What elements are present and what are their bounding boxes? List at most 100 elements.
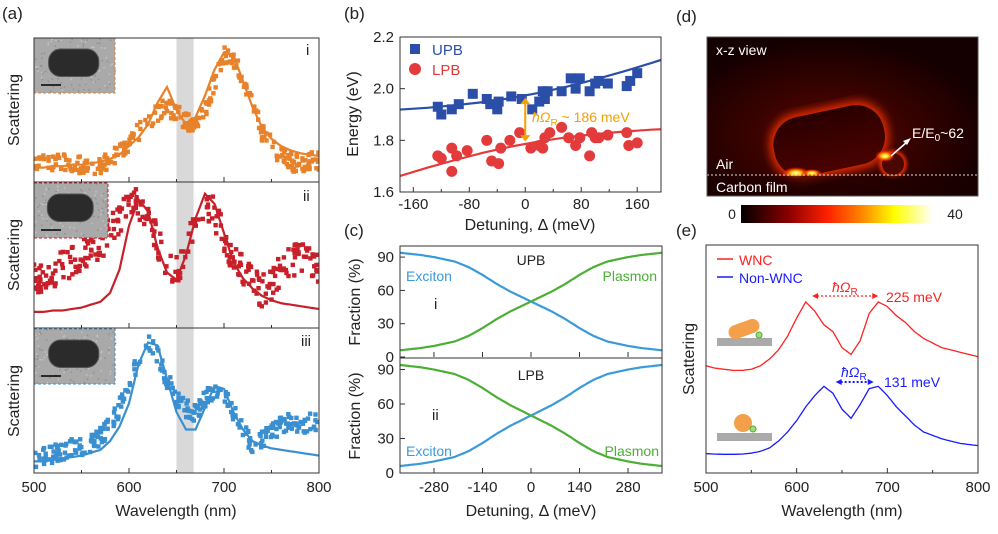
data-point <box>274 287 279 292</box>
data-point <box>59 442 64 447</box>
data-point <box>296 161 302 167</box>
data-point <box>140 214 145 220</box>
data-point <box>256 125 262 131</box>
image-noise <box>82 38 85 40</box>
data-point-upb <box>436 109 447 120</box>
data-point <box>160 98 165 103</box>
data-point <box>283 421 289 426</box>
data-point <box>91 239 96 245</box>
y-axis-label: Scattering <box>6 219 23 291</box>
data-point <box>274 434 280 439</box>
arrow-left-icon <box>812 293 819 299</box>
data-point <box>195 403 200 408</box>
data-point <box>39 155 44 160</box>
image-noise <box>81 190 83 192</box>
data-point <box>150 121 156 126</box>
image-noise <box>86 378 89 381</box>
image-noise <box>36 381 38 384</box>
data-point-upb <box>565 73 576 84</box>
data-point <box>174 399 179 405</box>
x-axis-label: Wavelength (nm) <box>115 503 236 520</box>
data-point <box>156 104 161 110</box>
data-point <box>186 249 191 254</box>
image-noise <box>96 337 99 339</box>
data-point <box>168 98 173 104</box>
image-noise <box>114 371 116 374</box>
image-noise <box>51 78 54 80</box>
data-point <box>184 124 189 130</box>
data-point <box>259 429 265 434</box>
image-noise <box>56 232 58 235</box>
data-point <box>173 269 178 275</box>
image-noise <box>95 197 97 200</box>
data-point <box>123 142 129 147</box>
subplot-label: ii <box>432 407 439 424</box>
data-point-lpb <box>495 142 507 154</box>
data-point-lpb <box>623 140 635 151</box>
data-point <box>106 226 111 232</box>
data-point <box>180 395 186 401</box>
image-noise <box>104 198 107 200</box>
image-noise <box>72 88 75 90</box>
data-point <box>235 422 241 427</box>
data-point <box>207 86 212 91</box>
image-noise <box>70 371 73 374</box>
x-axis-label: Wavelength (nm) <box>781 503 902 520</box>
data-point <box>194 405 200 411</box>
substrate <box>717 338 772 346</box>
x-tick-label: -160 <box>398 196 428 213</box>
data-point-lpb <box>621 127 633 139</box>
image-noise <box>58 40 60 42</box>
data-point <box>60 249 66 255</box>
panel-e-simulated-spectra: 500 600 700 800 WNC Non-WNC ħΩR 225 meV ħΩR… <box>681 244 991 520</box>
image-noise <box>42 183 44 185</box>
data-point <box>99 439 105 445</box>
subplot-label: i <box>434 296 437 313</box>
image-noise <box>99 38 102 40</box>
image-noise <box>76 368 78 370</box>
image-noise <box>35 231 37 233</box>
image-noise <box>63 335 66 337</box>
data-point <box>60 265 65 271</box>
data-point <box>271 290 276 295</box>
data-point-lpb <box>537 142 549 154</box>
data-point <box>168 116 174 121</box>
data-point <box>309 273 315 279</box>
legend-label-upb: UPB <box>432 42 463 59</box>
image-noise <box>88 188 91 191</box>
data-point <box>240 279 245 284</box>
non-wnc-cartoon <box>717 414 772 441</box>
image-noise <box>78 338 81 341</box>
data-point <box>229 260 234 265</box>
data-point <box>150 339 156 344</box>
data-point <box>55 458 60 463</box>
image-noise <box>110 337 113 340</box>
image-noise <box>114 70 116 72</box>
data-point <box>190 239 195 244</box>
data-point <box>274 153 279 158</box>
image-noise <box>96 183 98 185</box>
image-noise <box>90 375 92 377</box>
image-noise <box>98 209 100 211</box>
data-point <box>246 261 252 267</box>
image-noise <box>103 201 105 203</box>
image-noise <box>92 81 95 84</box>
data-point <box>225 48 231 53</box>
data-point <box>302 164 307 170</box>
data-point <box>223 53 228 59</box>
image-noise <box>86 334 89 337</box>
data-point <box>36 156 41 161</box>
data-point <box>265 284 270 289</box>
image-noise <box>92 339 94 342</box>
data-point <box>260 279 265 284</box>
data-point <box>100 235 105 241</box>
data-point <box>246 264 251 269</box>
data-point <box>84 158 90 163</box>
data-point <box>34 285 39 290</box>
fit-curve <box>34 191 319 313</box>
data-point <box>208 99 214 104</box>
rabi-value-wnc: 225 meV <box>886 289 943 305</box>
image-noise <box>101 207 104 210</box>
data-point <box>159 368 165 373</box>
data-point <box>205 202 211 207</box>
